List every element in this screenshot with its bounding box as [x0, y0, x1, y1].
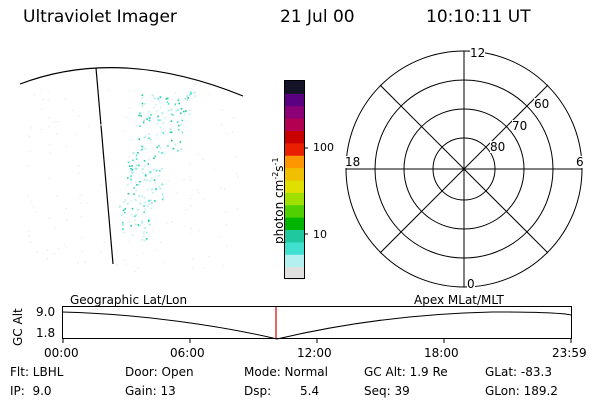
color-bar: [284, 80, 308, 280]
status-dsp-label: Dsp:: [244, 384, 272, 398]
lat-label-70: 70: [512, 119, 528, 133]
mlt-label-18: 18: [345, 155, 361, 169]
status-seq: Seq: 39: [364, 384, 410, 398]
status-door: Door: Open: [125, 365, 194, 379]
limb-arc: [19, 66, 244, 97]
strip-xtick-0600: 06:00: [170, 346, 205, 360]
mlt-label-12: 12: [470, 46, 486, 60]
status-dsp-value: 5.4: [300, 384, 320, 398]
colorbar-band: [285, 241, 304, 255]
strip-xtick-0000: 00:00: [44, 346, 79, 360]
strip-xtick-2359: 23:59: [552, 346, 587, 360]
strip-ytick-top: 9.0: [36, 305, 56, 319]
altitude-curve: [61, 311, 572, 340]
colorbar-band: [285, 93, 304, 107]
strip-xtick-1200: 12:00: [297, 346, 332, 360]
strip-ytick-bottom: 1.8: [36, 326, 56, 340]
altitude-strip-plot: [61, 306, 572, 343]
colorbar-band: [285, 192, 304, 206]
colorbar-band: [285, 266, 304, 280]
lat-label-60: 60: [534, 97, 550, 111]
colorbar-band: [285, 254, 304, 268]
colorbar-band: [285, 204, 304, 218]
mlt-label-6: 6: [576, 155, 584, 169]
status-mode: Mode: Normal: [244, 365, 328, 379]
instrument-title: Ultraviolet Imager: [23, 7, 177, 27]
colorbar-units-label: photon cm-2s-1: [271, 157, 286, 244]
strip-right-label: Apex MLat/MLT: [414, 293, 504, 307]
strip-xtick-1800: 18:00: [424, 346, 459, 360]
strip-left-label: Geographic Lat/Lon: [70, 293, 188, 307]
mlt-label-0: 0: [467, 277, 475, 291]
strip-y-axis-label: GC Alt: [11, 308, 25, 346]
status-glat: GLat: -83.3: [485, 365, 552, 379]
lat-label-80: 80: [490, 140, 506, 154]
auroral-speckles: [26, 88, 239, 272]
colorbar-band: [285, 105, 304, 119]
colorbar-band: [285, 180, 304, 193]
colorbar-band: [285, 229, 304, 243]
status-filter: Flt: LBHL: [10, 365, 64, 379]
colorbar-band: [285, 217, 304, 231]
geographic-image-panel: [19, 66, 244, 272]
colorbar-band: [285, 155, 304, 169]
status-gain: Gain: 13: [125, 384, 176, 398]
meridian-line: [95, 67, 114, 265]
status-gc-alt: GC Alt: 1.9 Re: [364, 365, 448, 379]
colorbar-band: [285, 130, 304, 144]
colorbar-tick-10: 10: [313, 228, 327, 241]
colorbar-band: [285, 118, 304, 132]
image-time: 10:10:11 UT: [426, 7, 531, 27]
colorbar-tick-100: 100: [313, 141, 334, 154]
colorbar-band: [285, 81, 304, 94]
polar-mlat-mlt-plot: [345, 50, 583, 288]
status-glon: GLon: 189.2: [485, 384, 558, 398]
image-date: 21 Jul 00: [280, 7, 355, 27]
colorbar-band: [285, 142, 304, 156]
colorbar-band: [285, 167, 304, 181]
status-ip: IP: 9.0: [10, 384, 52, 398]
